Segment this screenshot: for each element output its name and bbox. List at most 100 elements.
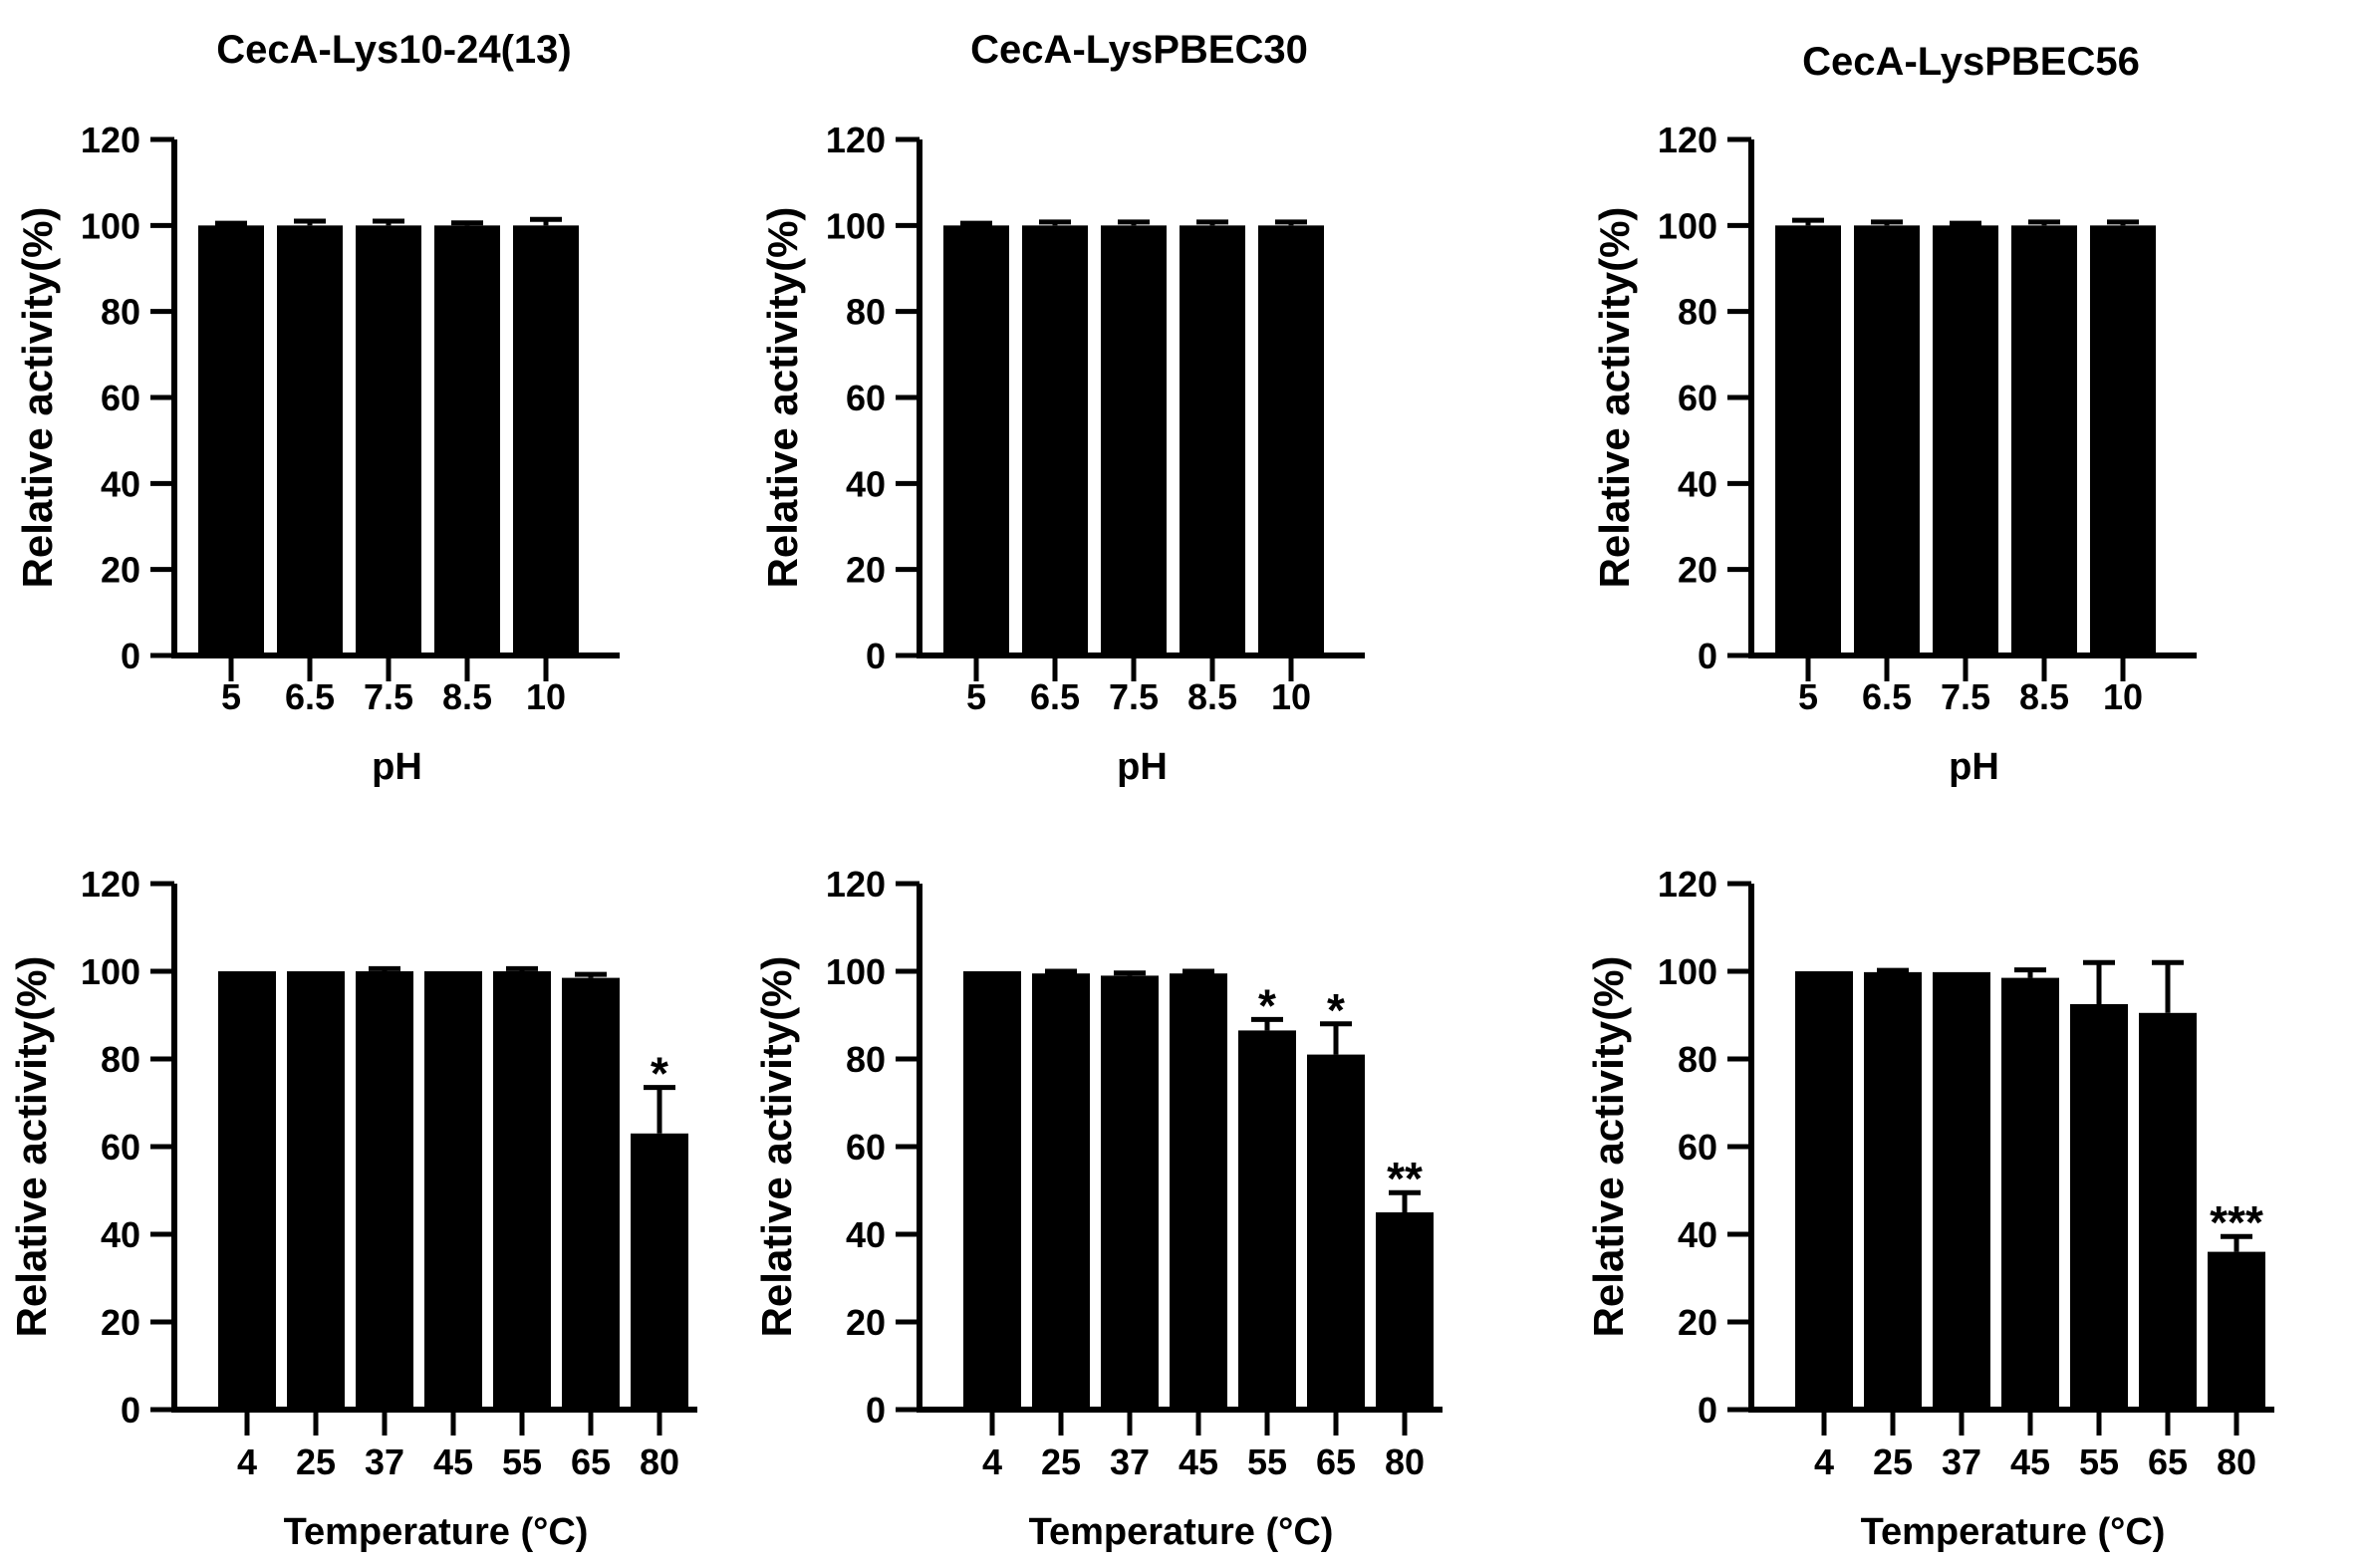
significance-label: ** [1387, 1153, 1423, 1204]
x-tick-label: 4 [1814, 1441, 1834, 1482]
bar-55 [2070, 1004, 2128, 1410]
x-tick-label: 80 [640, 1441, 679, 1482]
y-axis-label: Relative activity(%) [14, 207, 61, 589]
y-tick-label: 100 [1658, 951, 1717, 992]
y-tick-label: 60 [1678, 1127, 1717, 1168]
y-tick-label: 20 [846, 550, 886, 591]
temp-stability-chart-lyspbec56: 4 25 37 45 55 65 *** 80 0 20 40 60 80 100 120 Relative … [1585, 864, 2274, 1553]
bar-37 [1101, 975, 1159, 1410]
bar-5 [1775, 225, 1841, 656]
significance-label: * [1258, 979, 1276, 1031]
x-axis-label: Temperature (°C) [1861, 1511, 2166, 1553]
x-tick-label: 8.5 [1187, 676, 1237, 717]
x-tick-label: 8.5 [442, 676, 492, 717]
y-tick-label: 0 [121, 1390, 140, 1431]
panel-ph-ceca-lyspbec56: CecA-LysPBEC56 5 6.5 7.5 8.5 10 0 20 40 60 80 100 1… [1577, 0, 2365, 791]
y-tick-label: 80 [1678, 292, 1717, 333]
bar-6.5 [1022, 225, 1088, 656]
panel-ph-ceca-lys10-24-13: CecA-Lys10-24(13) 5 6.5 7.5 8.5 10 0 20 40 60 80 1… [0, 0, 788, 791]
bar-8.5 [434, 225, 500, 656]
panel-temp-ceca-lys10-24-13: 4 25 37 45 55 65 * 80 0 20 40 60 80 100 120 Relative ac… [0, 791, 788, 1568]
bar-37 [356, 971, 413, 1410]
bar-65 [562, 977, 620, 1410]
y-tick-label: 40 [846, 463, 886, 504]
x-tick-label: 65 [1316, 1441, 1356, 1482]
bar-45 [1170, 973, 1227, 1410]
panel-temp-ceca-lyspbec56: 4 25 37 45 55 65 *** 80 0 20 40 60 80 100 120 Relative … [1577, 791, 2365, 1568]
x-tick-label: 25 [1041, 1441, 1081, 1482]
x-tick-label: 45 [1179, 1441, 1218, 1482]
y-axis-label: Relative activity(%) [1585, 956, 1632, 1338]
x-tick-label: 6.5 [1862, 676, 1912, 717]
bar-6.5 [277, 225, 343, 656]
y-tick-label: 0 [866, 1390, 886, 1431]
y-tick-label: 40 [101, 1214, 140, 1255]
bar-5 [198, 225, 264, 656]
y-tick-label: 80 [846, 292, 886, 333]
bar-10 [513, 225, 579, 656]
y-tick-label: 20 [846, 1302, 886, 1343]
x-tick-label: 6.5 [1030, 676, 1080, 717]
bar-8.5 [1180, 225, 1245, 656]
x-tick-label: 80 [1385, 1441, 1425, 1482]
y-tick-label: 20 [1678, 1302, 1717, 1343]
temp-stability-chart-lyspbec30: 4 25 37 45 * 55 * 65 ** 80 0 20 40 60 80 100 120 Relative… [753, 864, 1443, 1553]
bar-4 [218, 971, 276, 1410]
bar-5 [943, 225, 1009, 656]
y-tick-label: 60 [846, 378, 886, 418]
x-axis-label: pH [1117, 746, 1168, 788]
y-tick-label: 80 [101, 1039, 140, 1080]
bar-6.5 [1854, 225, 1920, 656]
x-tick-label: 7.5 [1941, 676, 1990, 717]
x-tick-label: 8.5 [2019, 676, 2069, 717]
y-tick-label: 60 [101, 378, 140, 418]
y-tick-label: 40 [101, 463, 140, 504]
chart-title: CecA-Lys10-24(13) [216, 28, 572, 72]
bar-8.5 [2011, 225, 2077, 656]
x-tick-label: 65 [2148, 1441, 2188, 1482]
x-tick-label: 6.5 [285, 676, 335, 717]
y-tick-label: 40 [1678, 1214, 1717, 1255]
x-axis-label: pH [372, 746, 422, 788]
y-tick-label: 120 [1658, 120, 1717, 160]
chart-title: CecA-LysPBEC56 [1802, 40, 2140, 84]
y-tick-label: 120 [1658, 864, 1717, 905]
panel-ph-ceca-lyspbec30: CecA-LysPBEC30 5 6.5 7.5 8.5 10 0 20 40 60 80 100 1… [745, 0, 1533, 791]
y-tick-label: 80 [1678, 1039, 1717, 1080]
x-tick-label: 55 [1247, 1441, 1287, 1482]
x-tick-label: 45 [433, 1441, 473, 1482]
x-tick-label: 4 [982, 1441, 1002, 1482]
y-axis-label: Relative activity(%) [753, 956, 800, 1338]
y-tick-label: 80 [101, 292, 140, 333]
x-tick-label: 7.5 [364, 676, 413, 717]
x-tick-label: 25 [1873, 1441, 1913, 1482]
x-tick-label: 7.5 [1109, 676, 1159, 717]
x-tick-label: 25 [296, 1441, 336, 1482]
y-tick-label: 60 [101, 1127, 140, 1168]
x-axis-label: Temperature (°C) [1029, 1511, 1334, 1553]
x-tick-label: 55 [502, 1441, 542, 1482]
y-tick-label: 100 [81, 951, 140, 992]
y-tick-label: 100 [826, 205, 886, 246]
bar-55 [493, 971, 551, 1410]
x-tick-label: 45 [2010, 1441, 2050, 1482]
bar-10 [1258, 225, 1324, 656]
x-tick-label: 65 [571, 1441, 611, 1482]
y-tick-label: 0 [1698, 636, 1717, 676]
bar-80 [1376, 1212, 1434, 1410]
x-tick-label: 10 [526, 676, 566, 717]
y-tick-label: 0 [1698, 1390, 1717, 1431]
y-tick-label: 60 [846, 1127, 886, 1168]
y-tick-label: 120 [826, 864, 886, 905]
x-tick-label: 80 [2217, 1441, 2256, 1482]
bar-25 [287, 971, 345, 1410]
y-axis-label: Relative activity(%) [759, 207, 806, 589]
x-tick-label: 10 [2103, 676, 2143, 717]
y-tick-label: 100 [1658, 205, 1717, 246]
bar-65 [2139, 1012, 2197, 1410]
y-tick-label: 0 [866, 636, 886, 676]
y-tick-label: 120 [81, 864, 140, 905]
y-tick-label: 100 [81, 205, 140, 246]
